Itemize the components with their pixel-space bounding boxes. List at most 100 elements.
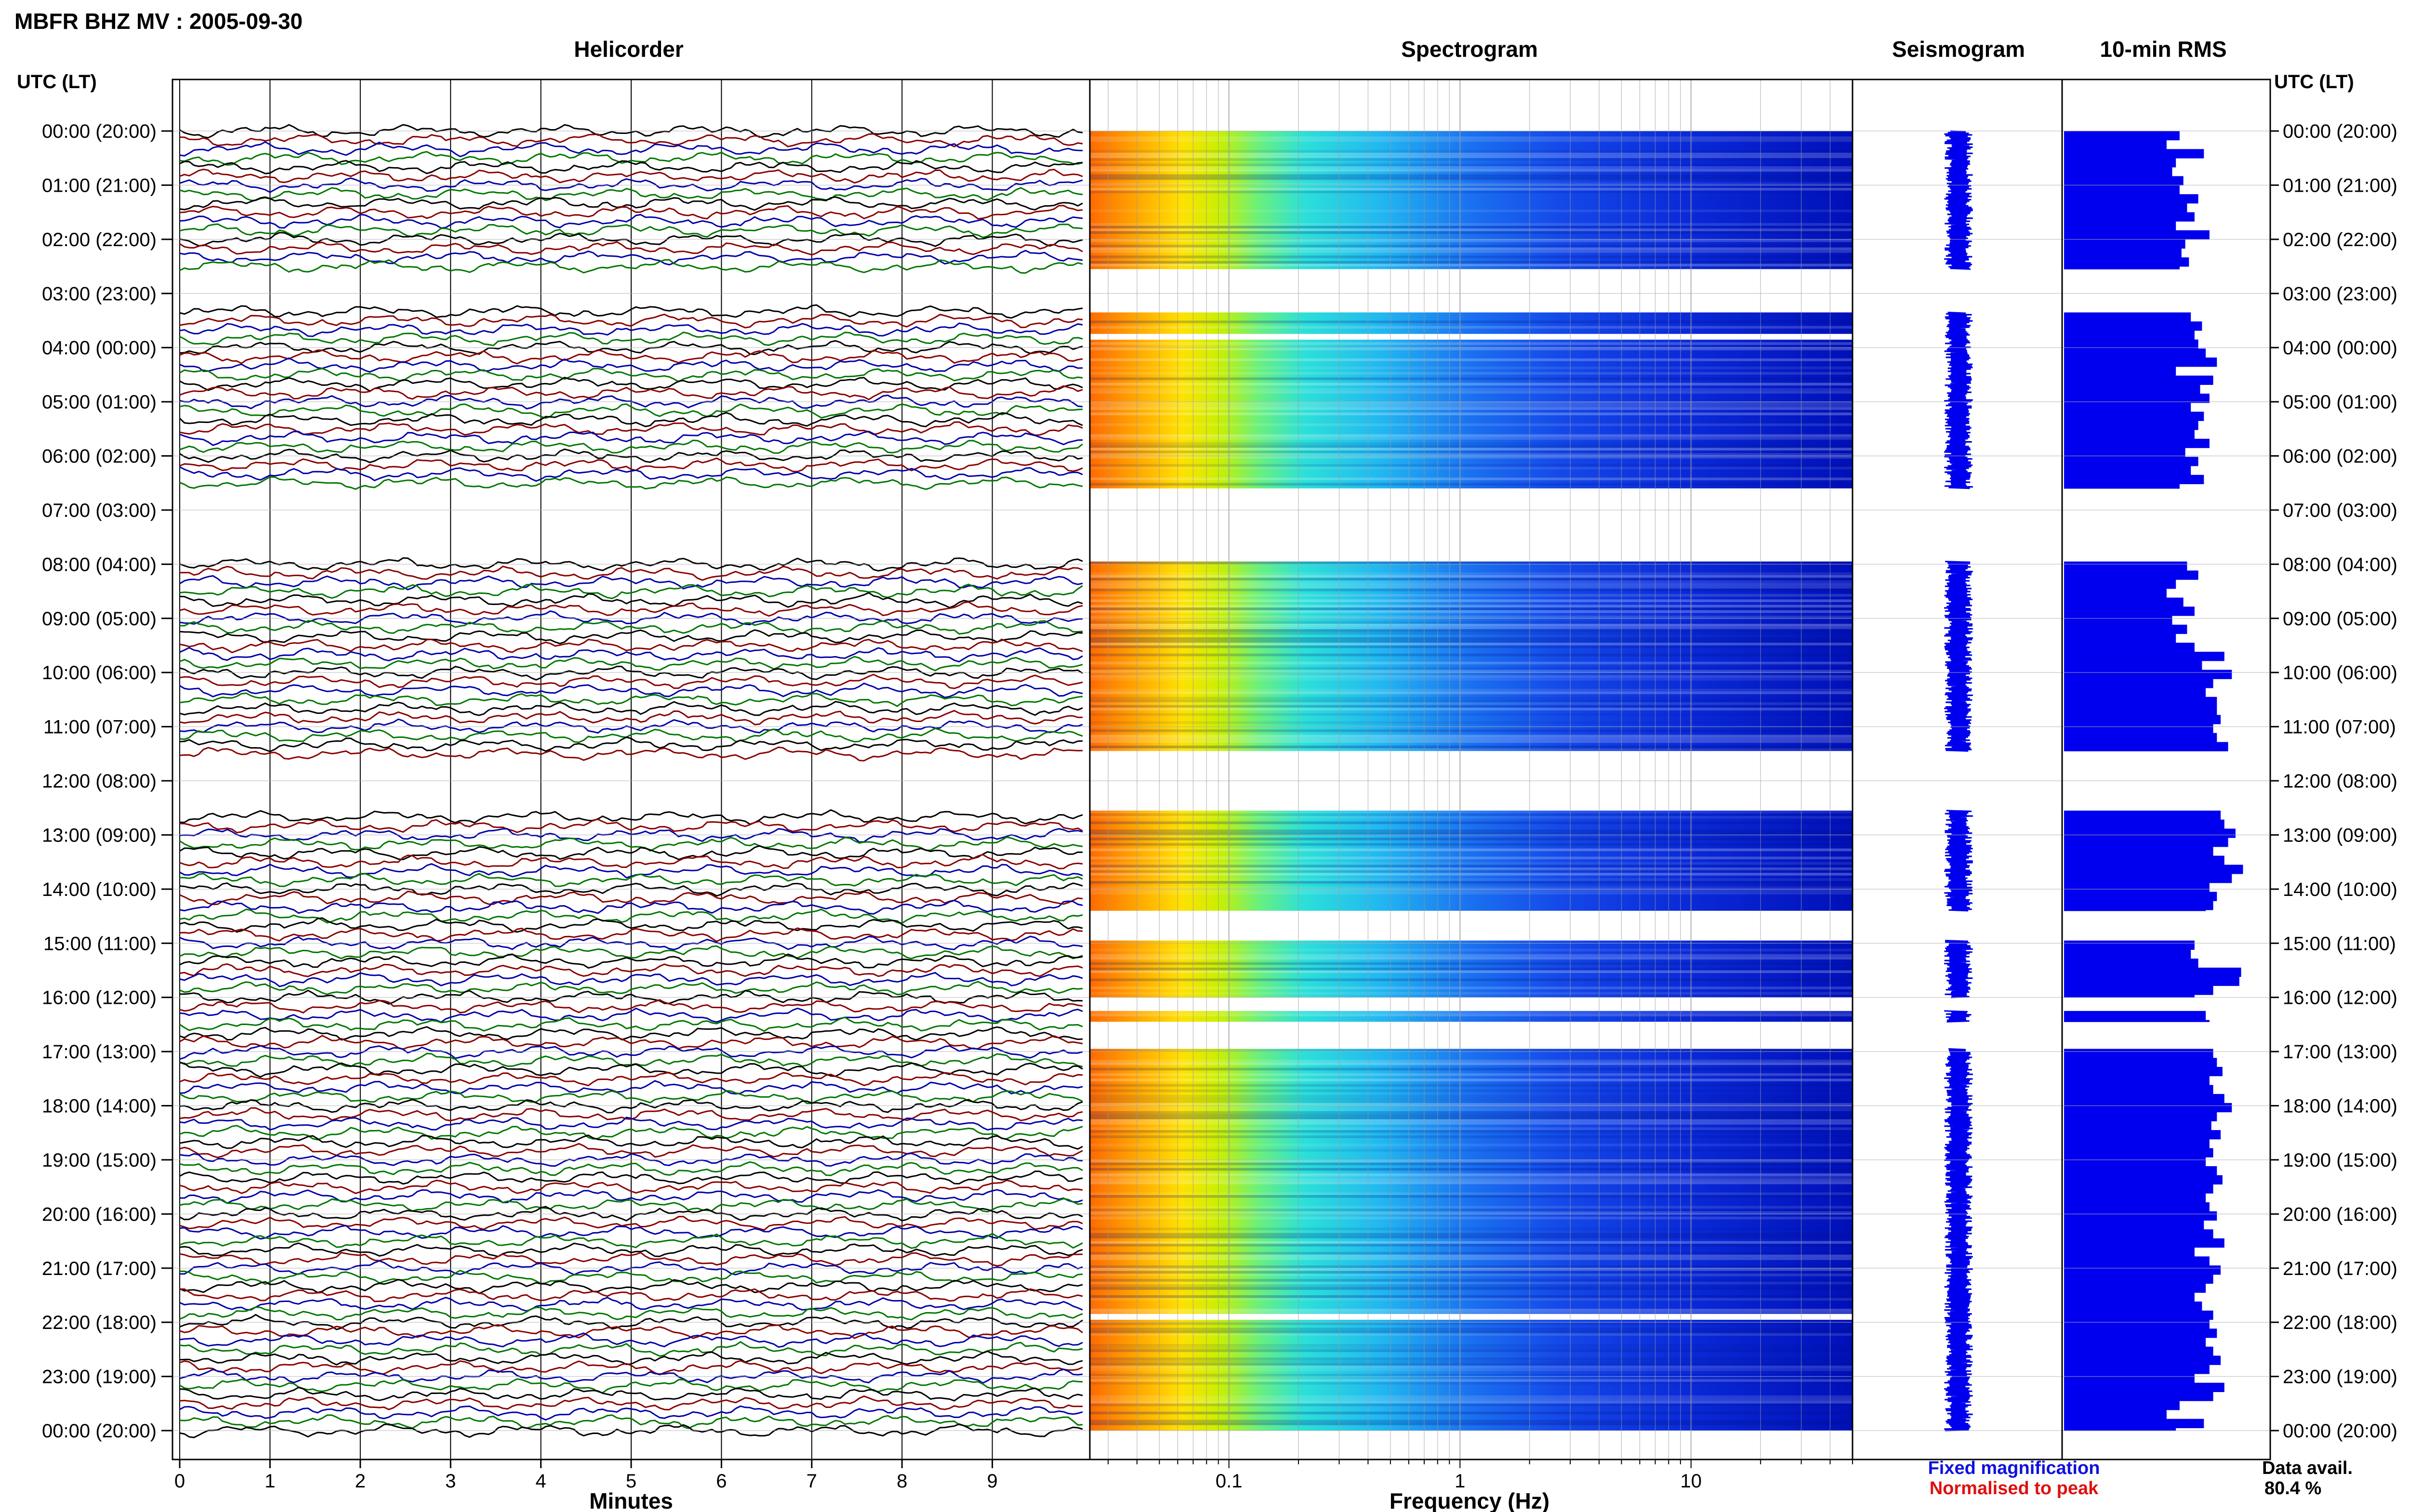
spectrogram-texture: [1090, 247, 1853, 250]
rms-bar: [2064, 697, 2217, 707]
spectrogram-texture: [1090, 1206, 1853, 1209]
rms-bar: [2064, 402, 2191, 412]
helicorder-trace: [179, 1071, 1083, 1087]
hour-tick-label-right: 21:00 (17:00): [2283, 1258, 2397, 1279]
rms-bar: [2064, 679, 2213, 688]
rms-bar: [2064, 1211, 2217, 1221]
hour-tick-label-right: 05:00 (01:00): [2283, 392, 2397, 413]
spectrogram-texture: [1090, 561, 1853, 565]
rms-bar: [2064, 1130, 2221, 1140]
helicorder-trace: [179, 340, 1083, 355]
spectrogram-texture: [1090, 347, 1853, 351]
spectrogram-texture: [1090, 1135, 1853, 1138]
rms-bar: [2064, 949, 2191, 959]
hour-tick-label-right: 19:00 (15:00): [2283, 1150, 2397, 1171]
helicorder-trace: [179, 1423, 1083, 1438]
rms-bar: [2064, 873, 2232, 883]
spectrogram-texture: [1090, 588, 1853, 592]
spectrogram-texture: [1090, 464, 1853, 467]
helicorder-trace: [179, 187, 1083, 201]
spectrogram-texture: [1090, 261, 1853, 264]
helicorder-trace: [179, 331, 1083, 346]
seismogram-trace: [1944, 1010, 1972, 1023]
helicorder-trace: [179, 692, 1083, 707]
helicorder-trace: [179, 1198, 1083, 1213]
helicorder-trace: [179, 1306, 1083, 1321]
helicorder-trace: [179, 710, 1083, 725]
spectrogram-texture: [1090, 862, 1853, 865]
spectrogram-texture: [1090, 1181, 1853, 1184]
spectrogram-texture: [1090, 675, 1853, 678]
helicorder-trace: [179, 177, 1083, 193]
rms-bar: [2064, 221, 2176, 231]
spectrogram-texture: [1090, 223, 1853, 226]
minute-tick-label: 4: [535, 1471, 546, 1492]
spectrogram-texture: [1090, 1401, 1853, 1404]
rms-bar: [2064, 967, 2241, 977]
helicorder-trace: [179, 349, 1083, 365]
spectrogram-texture: [1090, 1349, 1853, 1352]
helicorder-trace: [179, 854, 1083, 869]
hour-tick-label-right: 07:00 (03:00): [2283, 500, 2397, 521]
rms-bar: [2064, 643, 2195, 652]
hour-tick-label-left: 10:00 (06:00): [42, 662, 157, 684]
spectrogram-texture: [1090, 1209, 1853, 1211]
hour-tick-label-left: 02:00 (22:00): [42, 229, 157, 250]
spectrogram-texture: [1090, 1084, 1853, 1087]
rms-bar: [2064, 194, 2198, 204]
helicorder-trace: [179, 1125, 1083, 1141]
spectrogram-texture: [1090, 250, 1853, 253]
spectrogram-texture: [1090, 705, 1853, 708]
spectrogram-texture: [1090, 155, 1853, 158]
rms-bar: [2064, 1049, 2213, 1058]
rms-bar: [2064, 579, 2176, 589]
helicorder-trace: [179, 989, 1083, 1005]
helicorder-trace: [179, 1080, 1083, 1095]
helicorder-trace: [180, 1269, 1083, 1285]
spectrogram-texture: [1090, 889, 1853, 892]
spectrogram-texture: [1090, 1330, 1853, 1333]
spectrogram-texture: [1090, 967, 1853, 971]
spectrogram-texture: [1090, 1357, 1853, 1360]
rms-bar: [2064, 1382, 2224, 1392]
spectrogram-texture: [1090, 388, 1853, 391]
rms-bar: [2064, 1338, 2206, 1347]
helicorder-trace: [179, 376, 1083, 392]
seismogram-trace: [1944, 810, 1973, 912]
spectrogram-texture: [1090, 948, 1853, 952]
spectrogram-texture: [1090, 978, 1853, 981]
spectrogram-texture: [1090, 1127, 1853, 1131]
helicorder-trace: [179, 1107, 1083, 1122]
rms-bar: [2064, 1292, 2195, 1302]
spectrogram-texture: [1090, 1097, 1853, 1101]
helicorder-trace: [179, 927, 1083, 943]
spectrogram-texture: [1090, 1108, 1853, 1111]
hour-tick-label-left: 19:00 (15:00): [42, 1150, 157, 1171]
helicorder-trace: [179, 917, 1083, 933]
helicorder-trace: [179, 1414, 1083, 1430]
spectrogram-texture: [1090, 228, 1853, 231]
rms-bar: [2064, 185, 2180, 195]
rms-bar: [2064, 1184, 2213, 1194]
helicorder-trace: [179, 656, 1083, 671]
data-availability-label: Data avail.: [2262, 1458, 2353, 1478]
helicorder-trace: [179, 232, 1083, 247]
rms-bar: [2064, 624, 2187, 634]
spectrogram-texture: [1090, 1095, 1853, 1098]
rms-bar: [2064, 312, 2191, 322]
seismogram-trace: [1944, 312, 1973, 489]
spectrogram-texture: [1090, 1144, 1853, 1146]
rms-bar: [2064, 1148, 2213, 1157]
helicorder-trace: [179, 1278, 1083, 1295]
hour-tick-label-left: 22:00 (18:00): [42, 1312, 157, 1333]
rms-bar: [2064, 1139, 2210, 1149]
spectrogram-texture: [1090, 1211, 1853, 1214]
spectrogram-texture: [1090, 645, 1853, 648]
hour-tick-label-left: 03:00 (23:00): [42, 283, 157, 304]
helicorder-trace: [179, 1405, 1083, 1421]
rms-bar: [2064, 901, 2213, 910]
helicorder-trace: [179, 151, 1083, 166]
seismogram-trace: [1944, 130, 1973, 270]
spectrogram-texture: [1090, 1227, 1853, 1231]
helicorder-trace: [179, 259, 1083, 274]
